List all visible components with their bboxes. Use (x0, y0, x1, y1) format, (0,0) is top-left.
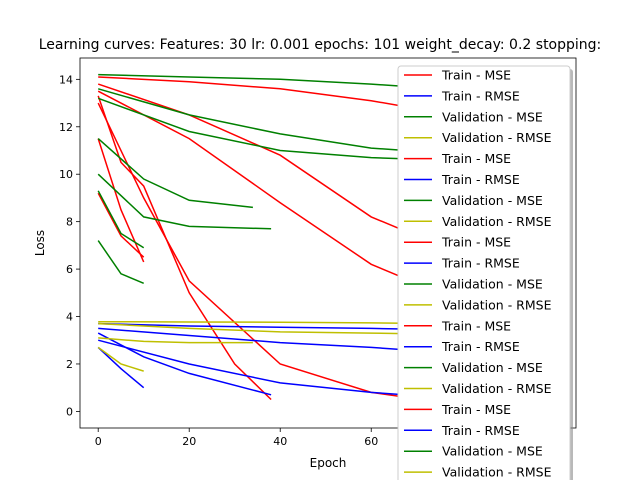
series-line-11 (98, 339, 440, 398)
series-line-16 (97, 173, 272, 230)
x-axis-label: Epoch (310, 456, 347, 470)
x-tick-label: 60 (364, 435, 378, 448)
series-line-15 (97, 138, 253, 209)
series-line-3 (97, 138, 145, 263)
series-line-9 (97, 346, 145, 389)
series-line-22 (97, 346, 144, 372)
series-line-5 (97, 192, 145, 258)
series-line-4 (97, 95, 272, 401)
series-line-10 (97, 332, 272, 396)
legend-entry-label: Validation - RMSE (442, 214, 552, 229)
legend-entry-label: Train - MSE (441, 68, 511, 83)
series-line-2 (97, 90, 440, 294)
legend-box (397, 65, 571, 480)
chart-title: Learning curves: Features: 30 lr: 0.001 … (39, 37, 602, 53)
legend-entry-label: Validation - RMSE (442, 130, 552, 145)
series-line-14 (97, 97, 440, 161)
legend-entry-label: Train - RMSE (441, 88, 520, 103)
series-line-0 (98, 76, 440, 114)
legend: Train - MSE Train - RMSE Validation - MSE V… (397, 65, 573, 480)
legend-entry-label: Train - MSE (441, 235, 511, 250)
legend-entry-label: Train - RMSE (441, 339, 520, 354)
legend-entry-label: Validation - MSE (442, 277, 543, 292)
series-line-13 (97, 88, 440, 154)
legend-entry-label: Train - RMSE (441, 256, 520, 271)
series-line-7 (98, 322, 440, 331)
x-axis: 0 20 40 60 (95, 428, 378, 448)
y-tick-label: 8 (66, 216, 73, 229)
legend-entry-label: Train - MSE (441, 151, 511, 166)
y-tick-label: 14 (59, 73, 73, 86)
legend-entry-label: Validation - MSE (442, 193, 543, 208)
plot-frame (79, 57, 577, 429)
series-line-1 (97, 83, 440, 247)
y-tick-label: 4 (66, 311, 73, 324)
legend-entry-label: Validation - RMSE (442, 465, 552, 480)
legend-entry-label: Train - RMSE (441, 423, 520, 438)
x-tick-label: 20 (182, 435, 196, 448)
legend-entry-label: Train - MSE (441, 318, 511, 333)
y-axis: 0 2 4 6 8 10 12 14 (59, 73, 80, 418)
series-line-8 (98, 327, 440, 353)
y-tick-label: 2 (66, 358, 73, 371)
legend-entry-label: Validation - MSE (442, 360, 543, 375)
y-tick-label: 6 (66, 263, 73, 276)
series-line-18 (97, 240, 144, 284)
legend-entry-label: Validation - RMSE (442, 381, 552, 396)
series-line-21 (98, 337, 253, 344)
series-line-17 (97, 190, 145, 249)
plot-lines (97, 73, 440, 403)
legend-entry-label: Validation - MSE (442, 109, 543, 124)
series-line-12 (98, 73, 440, 90)
legend-entry-label: Train - RMSE (441, 172, 520, 187)
legend-entry-label: Validation - RMSE (442, 297, 552, 312)
y-axis-label: Loss (33, 230, 47, 256)
x-tick-label: 0 (95, 435, 102, 448)
y-tick-label: 12 (59, 121, 73, 134)
series-line-20 (98, 322, 440, 336)
legend-entry-label: Validation - MSE (442, 444, 543, 459)
series-line-19 (98, 320, 440, 325)
y-tick-label: 10 (59, 168, 73, 181)
y-tick-label: 0 (66, 405, 73, 418)
legend-entry-label: Train - MSE (441, 402, 511, 417)
x-tick-label: 40 (273, 435, 287, 448)
